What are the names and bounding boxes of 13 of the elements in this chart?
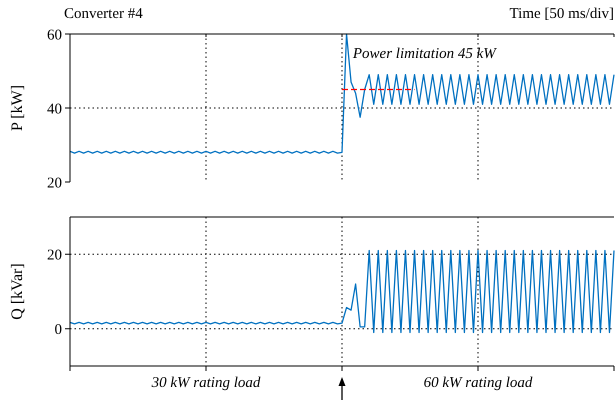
text: 60 kW rating load	[424, 375, 533, 391]
text: Time [50 ms/div]	[510, 6, 614, 22]
y-axis-title: P [kW]	[9, 84, 26, 132]
y-tick-label: 60	[47, 27, 62, 44]
y-axis-title: Q [kVar]	[9, 263, 26, 320]
text: 30 kW rating load	[150, 375, 261, 391]
y-tick-label: 40	[47, 101, 62, 118]
y-tick-label: 20	[47, 248, 62, 264]
chart-title: Converter #4	[64, 6, 144, 22]
y-tick-label: 0	[54, 322, 62, 338]
annotation: Power limitation 45 kW	[352, 46, 498, 62]
y-tick-label: 20	[47, 175, 62, 192]
line-series	[70, 250, 615, 334]
